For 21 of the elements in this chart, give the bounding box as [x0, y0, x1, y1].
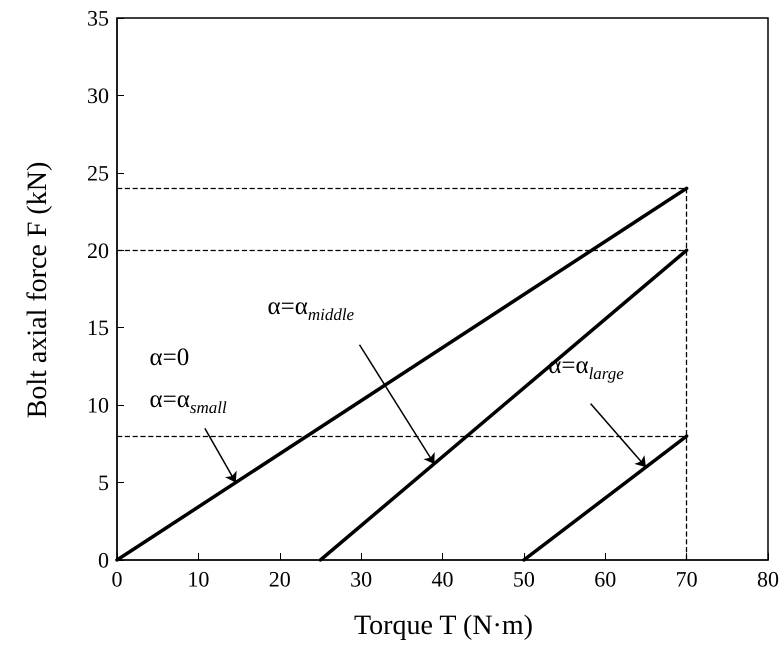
annotation: α=α$_{middle}$ — [268, 293, 354, 326]
x-axis-title: Torque T (N·m) — [353, 610, 534, 642]
y-tick-label: 5 — [98, 470, 109, 496]
y-tick-label: 20 — [87, 238, 109, 263]
x-tick-label: 20 — [268, 566, 291, 592]
x-tick-label: 70 — [676, 566, 698, 592]
annotation: α=0 — [150, 344, 190, 372]
y-tick-label: 30 — [87, 82, 109, 108]
y-tick-label: 35 — [87, 6, 109, 30]
x-tick-label: 80 — [757, 566, 779, 592]
x-tick-label: 30 — [350, 566, 372, 592]
x-tick-label: 60 — [594, 566, 616, 592]
y-axis-title: Bolt axial force F (kN) — [22, 162, 54, 418]
x-tick-label: 50 — [512, 566, 535, 592]
y-tick-label: 15 — [87, 315, 109, 340]
y-tick-label: 10 — [87, 392, 109, 418]
y-tick-label: 25 — [87, 160, 109, 186]
x-tick-label: 10 — [187, 566, 210, 592]
annotation: α=α$_{small}$ — [150, 386, 227, 418]
x-tick-label: 40 — [432, 566, 454, 592]
y-tick-label: 0 — [98, 548, 109, 572]
